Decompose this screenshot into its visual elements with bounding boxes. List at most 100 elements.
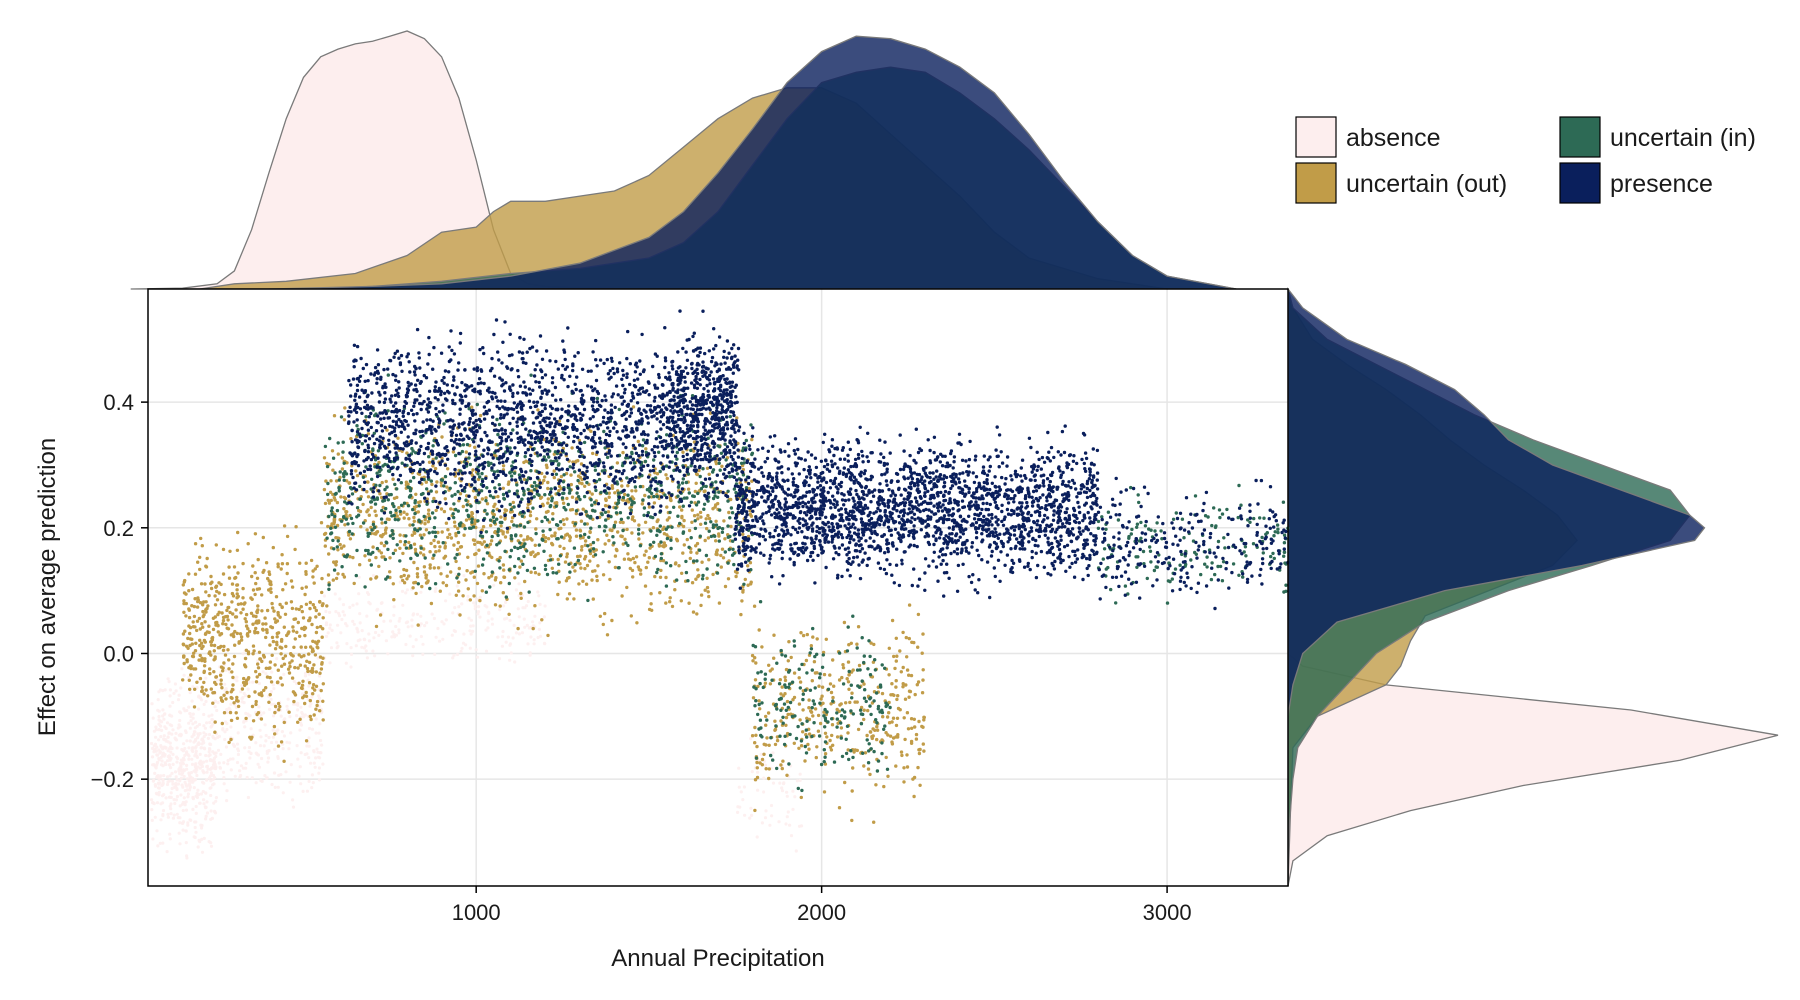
scatter-point — [1149, 528, 1153, 532]
scatter-point — [342, 478, 346, 482]
scatter-point — [498, 566, 502, 570]
scatter-point — [543, 563, 548, 568]
scatter-point — [473, 453, 478, 457]
scatter-point — [754, 699, 758, 703]
scatter-point — [422, 565, 427, 569]
scatter-point — [190, 604, 194, 608]
scatter-point — [629, 614, 633, 618]
scatter-point — [314, 756, 318, 760]
scatter-point — [748, 816, 752, 820]
scatter-point — [533, 554, 537, 559]
scatter-point — [804, 658, 809, 663]
scatter-point — [191, 807, 195, 812]
scatter-point — [519, 559, 523, 563]
scatter-point — [198, 601, 203, 605]
scatter-point — [390, 529, 394, 533]
scatter-point — [502, 496, 506, 501]
scatter-point — [546, 486, 550, 491]
scatter-point — [394, 508, 398, 512]
scatter-point — [1223, 546, 1227, 550]
scatter-point — [607, 538, 611, 543]
scatter-point — [825, 735, 829, 739]
scatter-point — [763, 681, 768, 685]
scatter-point — [213, 809, 217, 813]
scatter-point — [380, 495, 384, 500]
scatter-point — [709, 483, 713, 487]
scatter-point — [643, 584, 648, 588]
scatter-point — [316, 656, 320, 660]
scatter-point — [909, 717, 914, 721]
scatter-point — [620, 377, 624, 381]
scatter-point — [160, 794, 165, 798]
scatter-point — [831, 743, 835, 747]
scatter-point — [375, 608, 379, 612]
scatter-point — [324, 634, 329, 639]
scatter-point — [690, 581, 695, 585]
scatter-point — [318, 600, 322, 604]
scatter-point — [895, 716, 900, 720]
scatter-point — [534, 484, 538, 488]
scatter-point — [786, 712, 790, 717]
scatter-point — [197, 658, 201, 662]
scatter-point — [804, 751, 809, 755]
scatter-point — [391, 551, 396, 556]
scatter-point — [228, 757, 232, 761]
scatter-point — [369, 563, 373, 567]
scatter-point — [366, 534, 370, 538]
scatter-point — [1193, 494, 1198, 498]
scatter-point — [565, 555, 569, 559]
scatter-point — [416, 623, 420, 627]
scatter-point — [647, 505, 652, 509]
scatter-point — [824, 637, 828, 641]
scatter-point — [754, 661, 758, 665]
scatter-point — [150, 702, 154, 706]
scatter-point — [345, 642, 349, 646]
scatter-point — [681, 524, 686, 529]
scatter-point — [193, 572, 198, 576]
scatter-point — [288, 661, 292, 665]
scatter-point — [358, 497, 362, 501]
scatter-point — [175, 812, 179, 816]
scatter-point — [178, 842, 182, 846]
scatter-point — [407, 517, 411, 521]
scatter-point — [278, 645, 282, 649]
scatter-point — [382, 619, 386, 623]
scatter-point — [199, 792, 203, 796]
scatter-point — [205, 556, 209, 561]
scatter-point — [562, 546, 566, 551]
scatter-point — [308, 714, 312, 719]
scatter-point — [903, 737, 907, 742]
scatter-point — [388, 556, 392, 560]
scatter-point — [589, 498, 593, 502]
scatter-point — [374, 555, 378, 560]
scatter-point — [457, 605, 461, 609]
scatter-point — [455, 552, 459, 557]
scatter-point — [498, 608, 502, 612]
scatter-point — [523, 606, 527, 610]
scatter-point — [243, 683, 247, 687]
scatter-point — [158, 751, 162, 755]
scatter-point — [161, 801, 165, 805]
scatter-point — [315, 703, 319, 708]
scatter-point — [497, 559, 501, 563]
scatter-point — [334, 491, 338, 496]
scatter-point — [702, 502, 707, 506]
scatter-point — [429, 489, 433, 493]
scatter-point — [661, 544, 665, 548]
scatter-point — [454, 531, 458, 536]
scatter-point — [175, 794, 179, 799]
scatter-point — [425, 487, 429, 491]
scatter-point — [349, 437, 353, 441]
scatter-point — [1100, 515, 1104, 519]
scatter-point — [286, 697, 290, 701]
scatter-point — [227, 658, 231, 662]
scatter-point — [157, 786, 161, 790]
scatter-point — [760, 763, 764, 767]
scatter-point — [576, 474, 581, 478]
scatter-point — [408, 479, 413, 483]
scatter-point — [1214, 524, 1218, 528]
scatter-point — [200, 656, 204, 660]
scatter-point — [155, 745, 159, 749]
scatter-point — [817, 734, 822, 738]
scatter-point — [518, 545, 523, 550]
